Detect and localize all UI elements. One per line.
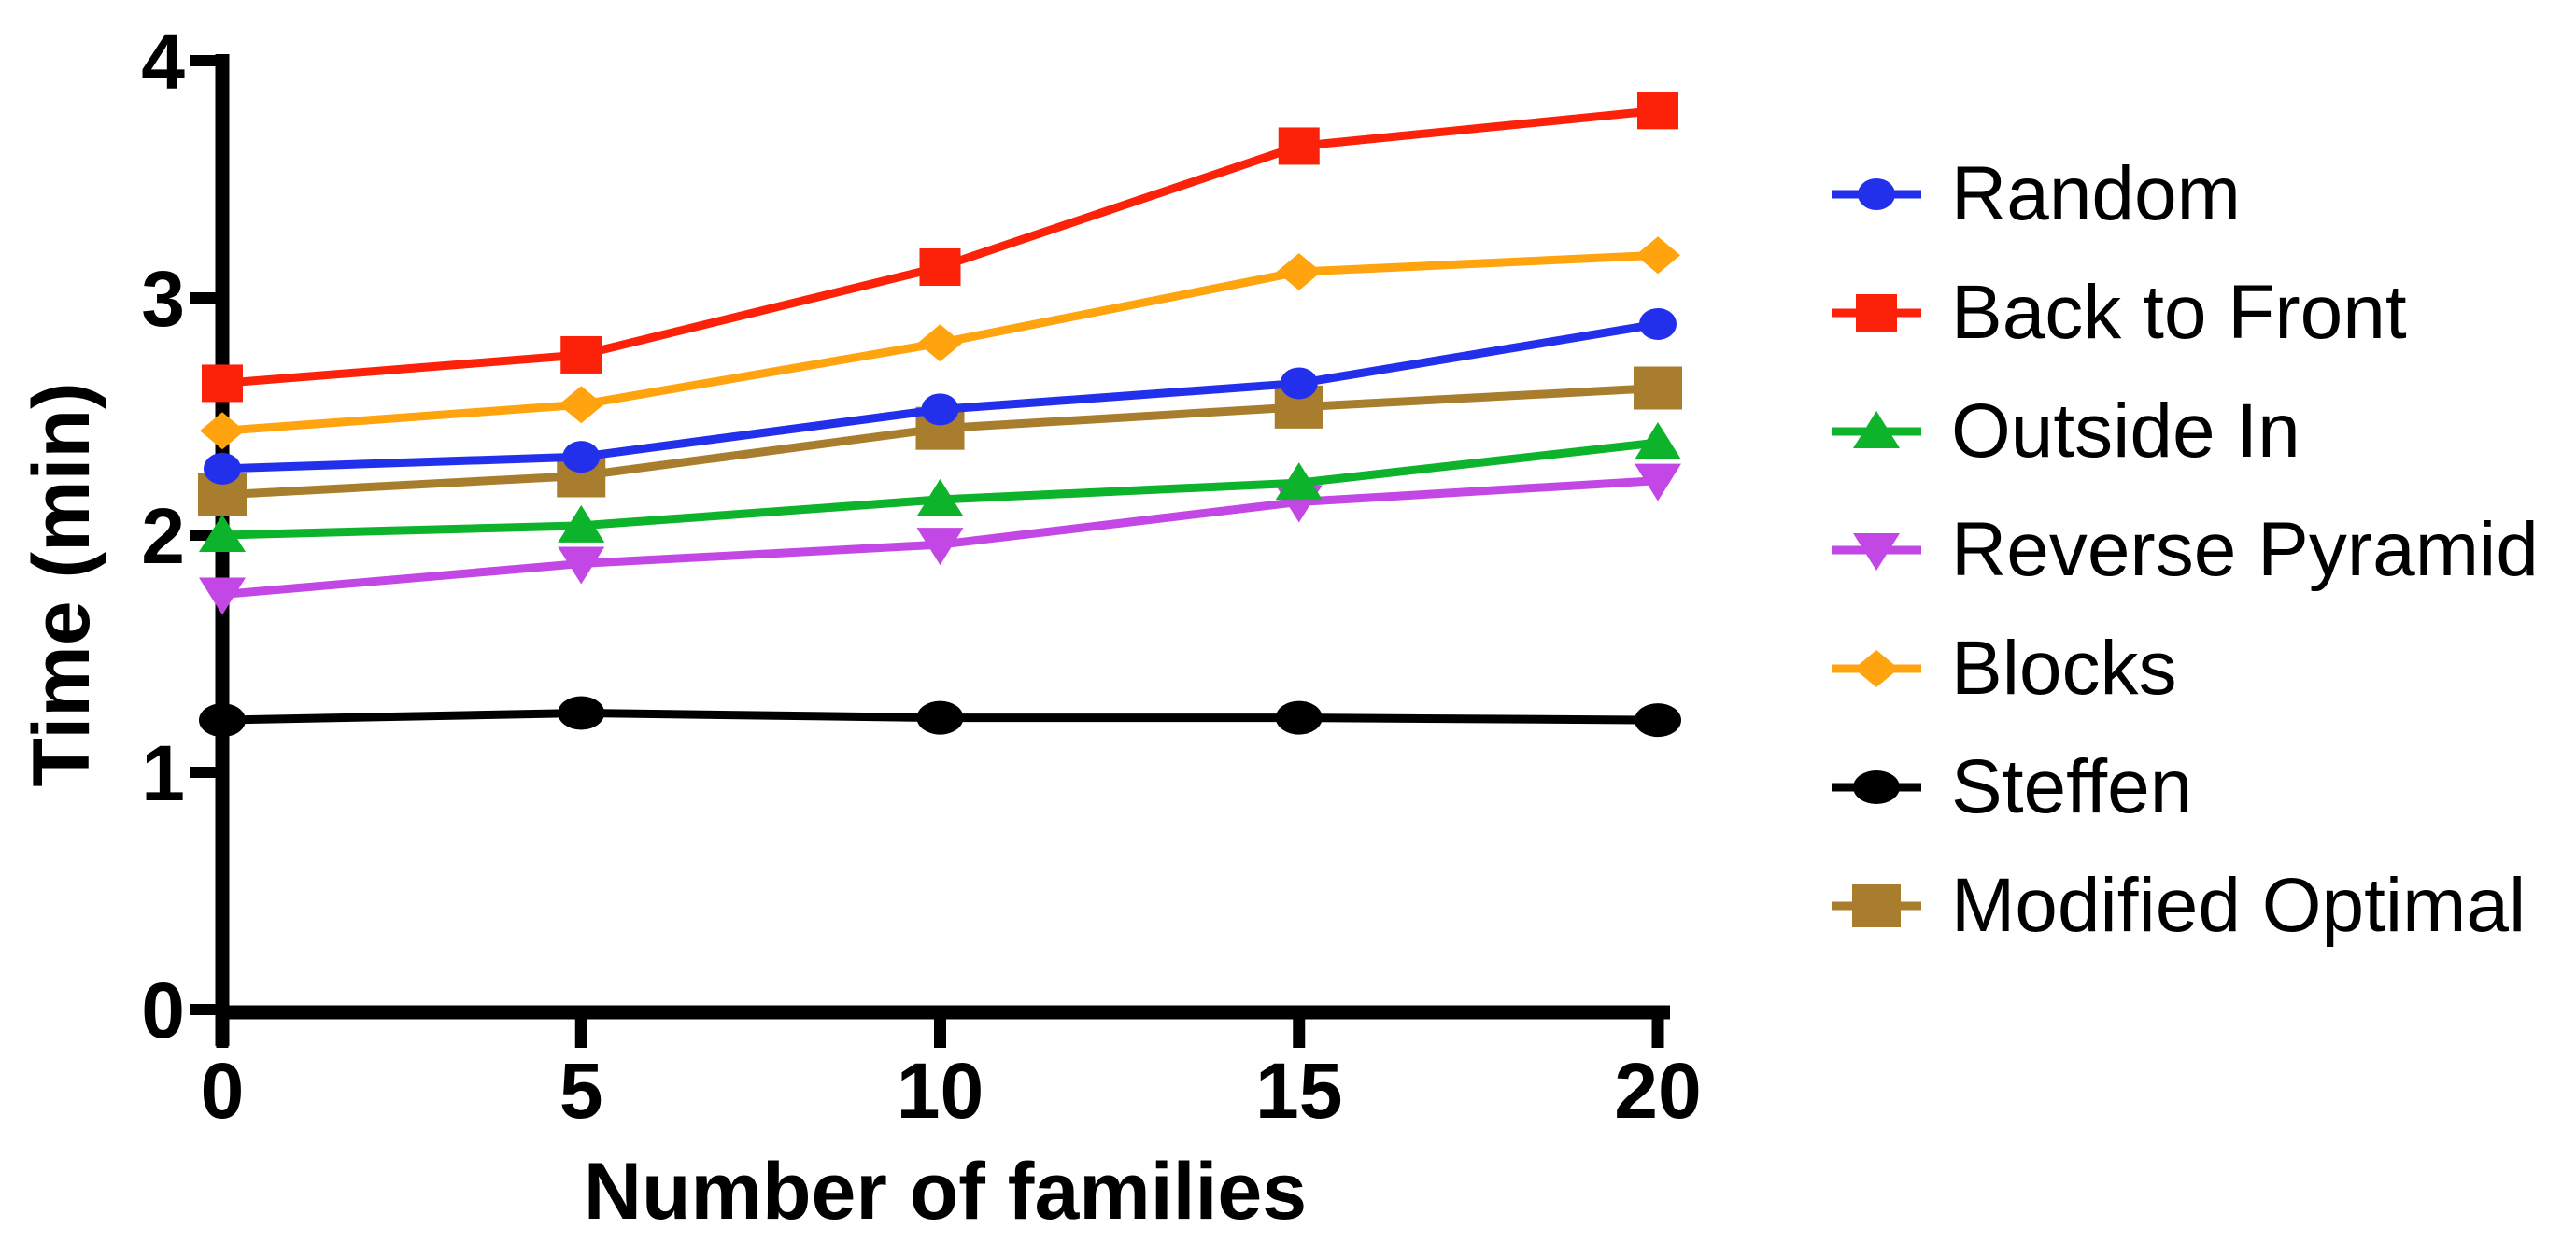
x-tick-label: 15 xyxy=(1255,1047,1342,1135)
legend-item-outside-in: Outside In xyxy=(1826,372,2539,490)
legend-label: Reverse Pyramid xyxy=(1951,506,2539,592)
legend-label: Random xyxy=(1951,150,2241,236)
marker-triangle-down-icon xyxy=(1635,463,1681,501)
marker-triangle-down-icon xyxy=(916,528,964,566)
marker-triangle-down-icon xyxy=(1853,532,1900,571)
marker-circle-icon xyxy=(1639,307,1677,340)
legend-item-random: Random xyxy=(1826,134,2539,253)
axes: 0 1 2 3 4 0 5 10 15 20 xyxy=(141,18,1701,1135)
y-tick-label: 3 xyxy=(141,255,185,343)
marker-triangle-up-icon xyxy=(1275,462,1323,501)
x-tick-label: 20 xyxy=(1614,1047,1701,1135)
marker-triangle-up-icon xyxy=(916,478,964,516)
marker-triangle-down-icon xyxy=(199,577,246,615)
marker-circle-icon xyxy=(916,700,964,735)
marker-circle-icon xyxy=(1275,700,1323,735)
legend-label: Steffen xyxy=(1951,743,2193,829)
marker-square-icon xyxy=(919,247,961,286)
marker-diamond-icon xyxy=(200,412,245,450)
marker-triangle-up-icon xyxy=(1853,410,1900,448)
marker-square-icon xyxy=(1634,366,1682,410)
marker-circle-icon xyxy=(558,696,605,730)
legend-label: Modified Optimal xyxy=(1951,862,2526,948)
marker-triangle-up-icon xyxy=(199,515,246,552)
y-tick-label: 4 xyxy=(141,18,185,106)
marker-circle-icon xyxy=(1858,177,1895,210)
marker-circle-icon xyxy=(204,452,241,485)
marker-diamond-icon xyxy=(1854,649,1899,687)
marker-triangle-down-icon xyxy=(558,546,605,585)
legend-label: Outside In xyxy=(1951,388,2300,473)
x-tick-label: 5 xyxy=(559,1047,603,1135)
series-random xyxy=(204,307,1677,485)
x-axis-title: Number of families xyxy=(584,1147,1307,1236)
legend-marker-blocks xyxy=(1832,649,1921,687)
marker-circle-icon xyxy=(562,441,601,473)
series-layer xyxy=(198,92,1682,738)
legend-marker-modified-optimal xyxy=(1832,883,1921,927)
y-tick-label: 0 xyxy=(141,967,185,1054)
marker-diamond-icon xyxy=(1276,253,1322,291)
series-modified-optimal xyxy=(198,366,1682,516)
y-tick-label: 1 xyxy=(141,729,185,817)
legend-marker-outside-in xyxy=(1832,410,1921,448)
marker-circle-icon xyxy=(1853,770,1900,804)
legend-label: Back to Front xyxy=(1951,269,2407,355)
legend-item-back-to-front: Back to Front xyxy=(1826,253,2539,372)
legend-item-modified-optimal: Modified Optimal xyxy=(1826,846,2539,965)
x-tick-label: 10 xyxy=(897,1047,984,1135)
y-axis-title: Time (min) xyxy=(17,382,106,786)
marker-circle-icon xyxy=(199,703,246,738)
x-tick-label: 0 xyxy=(201,1047,245,1135)
marker-square-icon xyxy=(1637,92,1678,130)
legend: Random Back to Front Outside In Reverse Pyr… xyxy=(1826,134,2539,965)
series-blocks xyxy=(200,236,1680,450)
marker-triangle-up-icon xyxy=(558,504,605,543)
marker-diamond-icon xyxy=(1635,236,1680,275)
legend-item-blocks: Blocks xyxy=(1826,609,2539,727)
legend-label: Blocks xyxy=(1951,625,2177,711)
marker-diamond-icon xyxy=(559,386,604,424)
marker-circle-icon xyxy=(1280,367,1318,400)
marker-square-icon xyxy=(560,335,602,374)
legend-item-steffen: Steffen xyxy=(1826,727,2539,846)
marker-square-icon xyxy=(1278,127,1320,165)
legend-marker-reverse-pyramid xyxy=(1832,532,1921,571)
marker-circle-icon xyxy=(921,393,959,426)
series-outside-in xyxy=(199,421,1681,552)
marker-square-icon xyxy=(1856,293,1897,332)
legend-marker-random xyxy=(1832,177,1921,210)
marker-diamond-icon xyxy=(917,324,963,362)
marker-square-icon xyxy=(1852,883,1901,927)
legend-marker-back-to-front xyxy=(1832,293,1921,332)
marker-circle-icon xyxy=(1635,703,1681,738)
legend-item-reverse-pyramid: Reverse Pyramid xyxy=(1826,490,2539,609)
marker-square-icon xyxy=(202,364,243,403)
legend-marker-steffen xyxy=(1832,770,1921,804)
marker-triangle-up-icon xyxy=(1635,421,1681,459)
y-tick-label: 2 xyxy=(141,492,185,580)
series-steffen xyxy=(199,696,1681,738)
series-back-to-front xyxy=(202,92,1678,403)
